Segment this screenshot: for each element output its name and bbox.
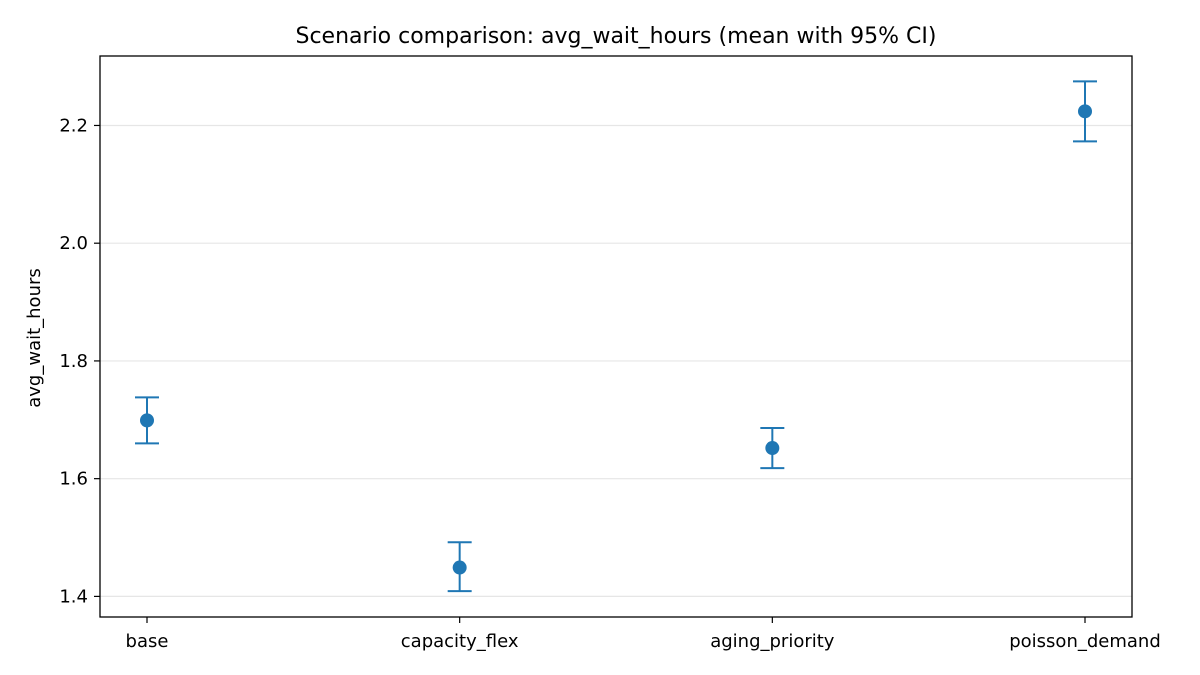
gridlines (100, 124, 1132, 597)
y-tick-label: 2.2 (59, 115, 88, 136)
mean-point (140, 413, 154, 428)
x-tick-label: poisson_demand (1009, 631, 1161, 652)
y-tick-label: 1.4 (59, 586, 88, 607)
mean-point (1078, 104, 1092, 119)
x-axis: base capacity_flex aging_priority poisson_d… (126, 617, 1161, 652)
y-tick-label: 1.8 (59, 351, 88, 372)
y-axis: 1.4 1.6 1.8 2.0 2.2 (59, 115, 100, 607)
x-tick-label: base (126, 631, 169, 652)
y-tick-label: 1.6 (59, 469, 88, 490)
plot-frame (99, 55, 1133, 618)
data-marks (135, 80, 1097, 593)
chart-title: Scenario comparison: avg_wait_hours (mea… (296, 24, 937, 49)
x-tick-label: capacity_flex (401, 631, 519, 652)
y-tick-label: 2.0 (59, 233, 88, 254)
x-tick-label: aging_priority (710, 631, 835, 652)
mean-point (452, 560, 467, 575)
mean-point (765, 441, 780, 456)
y-axis-label: avg_wait_hours (24, 268, 45, 408)
